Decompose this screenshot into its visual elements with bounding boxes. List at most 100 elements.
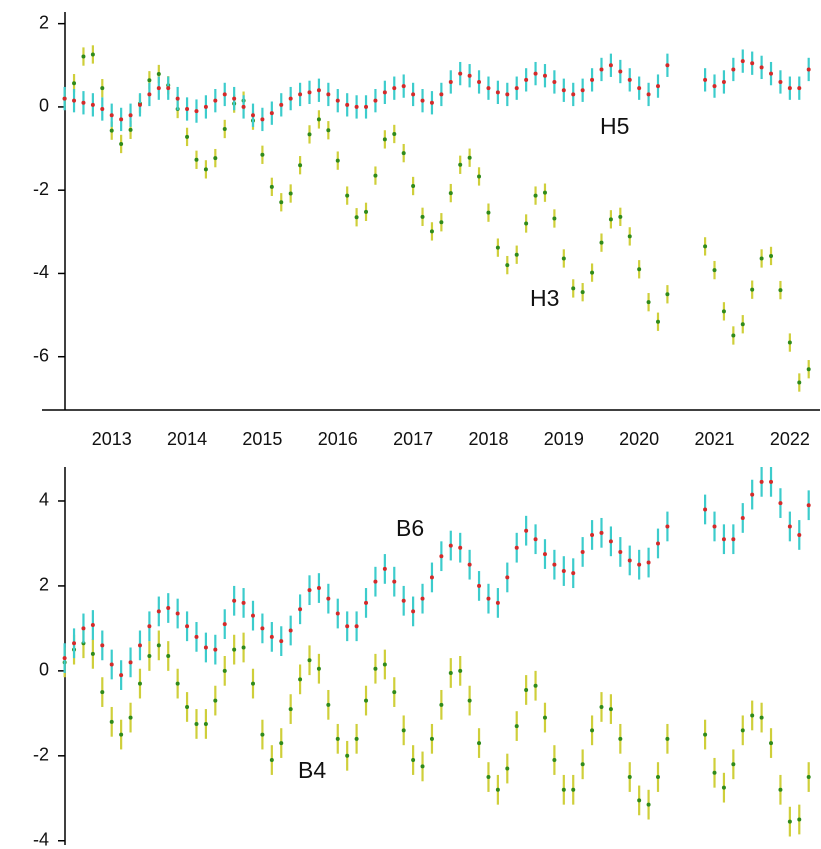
data-point [345,753,350,758]
data-point [156,609,161,614]
data-point [335,611,340,616]
y-tick-label: 2 [39,12,49,32]
data-point [185,107,190,112]
data-point [618,736,623,741]
series [62,628,811,837]
data-point [81,100,86,105]
series-label: B6 [396,515,424,541]
data-point [759,479,764,484]
data-point [467,698,472,703]
data-point [467,562,472,567]
data-point [477,174,482,179]
data-point [260,152,265,157]
data-point [382,90,387,95]
data-point [608,707,613,712]
data-point [354,215,359,220]
data-point [542,190,547,195]
data-point [439,92,444,97]
data-point [411,184,416,189]
data-point [561,569,566,574]
data-point [429,736,434,741]
data-point [514,724,519,729]
data-point [797,532,802,537]
data-point [561,88,566,93]
data-point [486,210,491,215]
data-point [571,787,576,792]
data-point [213,647,218,652]
y-tick-label: -4 [33,262,49,282]
data-point [787,340,792,345]
data-point [335,736,340,741]
data-point [524,77,529,82]
data-point [627,775,632,780]
data-point [241,645,246,650]
data-point [524,221,529,226]
data-point [420,764,425,769]
data-point [448,79,453,84]
data-point [467,73,472,78]
data-point [703,732,708,737]
data-point [806,503,811,508]
data-point [62,96,67,101]
data-point [769,479,774,484]
data-point [307,90,312,95]
data-point [128,127,133,132]
data-point [703,244,708,249]
data-point [580,549,585,554]
data-point [759,256,764,261]
data-point [401,151,406,156]
data-point [599,704,604,709]
data-point [787,819,792,824]
data-point [665,524,670,529]
data-point [250,113,255,118]
data-point [721,537,726,542]
data-point [571,92,576,97]
data-point [778,501,783,506]
data-point [335,98,340,103]
x-tick-label: 2020 [619,429,659,449]
data-point [533,537,538,542]
data-point [721,785,726,790]
data-point [401,728,406,733]
data-point [128,715,133,720]
data-point [128,660,133,665]
data-point [147,78,152,83]
data-point [72,81,77,86]
data-point [514,86,519,91]
data-point [712,524,717,529]
data-point [665,292,670,297]
data-point [806,67,811,72]
data-point [495,90,500,95]
data-point [750,492,755,497]
data-point [100,107,105,112]
data-point [100,690,105,695]
data-point [599,67,604,72]
data-point [665,736,670,741]
data-point [505,92,510,97]
data-point [618,214,623,219]
data-point [552,79,557,84]
data-point [166,86,171,91]
data-point [250,613,255,618]
data-point [109,662,114,667]
series [62,467,811,690]
data-point [458,162,463,167]
data-point [703,507,708,512]
data-point [477,583,482,588]
data-point [420,214,425,219]
data-point [307,658,312,663]
data-point [552,216,557,221]
data-point [203,721,208,726]
data-point [439,220,444,225]
data-point [373,98,378,103]
data-point [495,600,500,605]
data-point [420,98,425,103]
data-point [279,639,284,644]
data-point [232,96,237,101]
data-point [288,707,293,712]
data-point [571,286,576,291]
data-point [90,102,95,107]
data-point [316,666,321,671]
data-point [448,543,453,548]
